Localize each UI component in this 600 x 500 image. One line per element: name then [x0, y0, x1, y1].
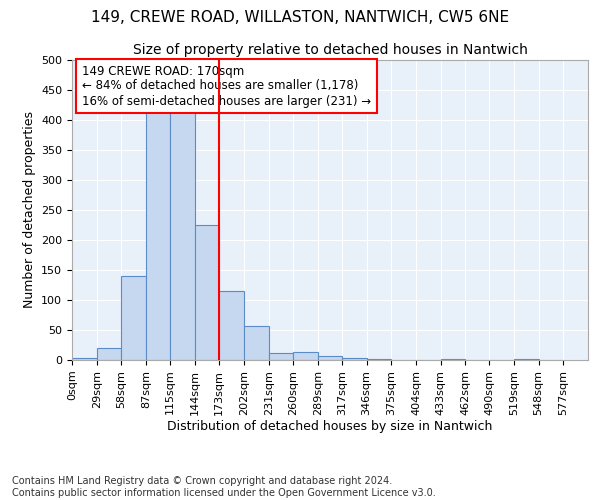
Title: Size of property relative to detached houses in Nantwich: Size of property relative to detached ho… [133, 44, 527, 58]
Bar [121, 276, 146, 360]
Y-axis label: Number of detached properties: Number of detached properties [23, 112, 35, 308]
Text: 149, CREWE ROAD, WILLASTON, NANTWICH, CW5 6NE: 149, CREWE ROAD, WILLASTON, NANTWICH, CW… [91, 10, 509, 25]
Bar [318, 356, 342, 360]
Bar [244, 326, 269, 360]
Bar [72, 358, 97, 360]
Text: 149 CREWE ROAD: 170sqm
← 84% of detached houses are smaller (1,178)
16% of semi-: 149 CREWE ROAD: 170sqm ← 84% of detached… [82, 64, 371, 108]
Bar [293, 352, 318, 360]
Bar [97, 348, 121, 360]
Bar [170, 111, 194, 360]
Bar [342, 358, 367, 360]
X-axis label: Distribution of detached houses by size in Nantwich: Distribution of detached houses by size … [167, 420, 493, 434]
Bar [269, 353, 293, 360]
Text: Contains HM Land Registry data © Crown copyright and database right 2024.
Contai: Contains HM Land Registry data © Crown c… [12, 476, 436, 498]
Bar [146, 111, 170, 360]
Bar [194, 225, 220, 360]
Bar [220, 291, 244, 360]
